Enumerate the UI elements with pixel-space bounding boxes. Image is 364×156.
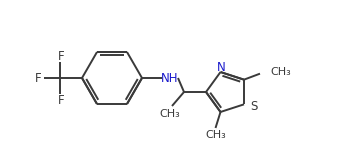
Text: N: N bbox=[217, 61, 226, 73]
Text: S: S bbox=[250, 100, 257, 113]
Text: F: F bbox=[58, 49, 64, 63]
Text: NH: NH bbox=[161, 71, 179, 85]
Text: F: F bbox=[35, 71, 41, 85]
Text: CH₃: CH₃ bbox=[270, 67, 291, 77]
Text: CH₃: CH₃ bbox=[160, 109, 181, 119]
Text: F: F bbox=[58, 93, 64, 107]
Text: CH₃: CH₃ bbox=[205, 130, 226, 140]
